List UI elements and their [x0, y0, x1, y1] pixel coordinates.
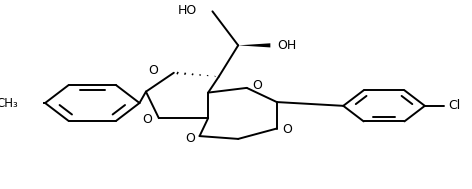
- Text: O: O: [185, 132, 195, 145]
- Text: CH₃: CH₃: [0, 97, 18, 109]
- Text: OH: OH: [277, 39, 296, 52]
- Text: O: O: [143, 113, 152, 125]
- Polygon shape: [238, 43, 270, 47]
- Text: O: O: [148, 64, 158, 77]
- Text: HO: HO: [177, 4, 196, 17]
- Text: O: O: [253, 80, 262, 92]
- Text: O: O: [282, 123, 292, 136]
- Text: Cl: Cl: [448, 99, 461, 112]
